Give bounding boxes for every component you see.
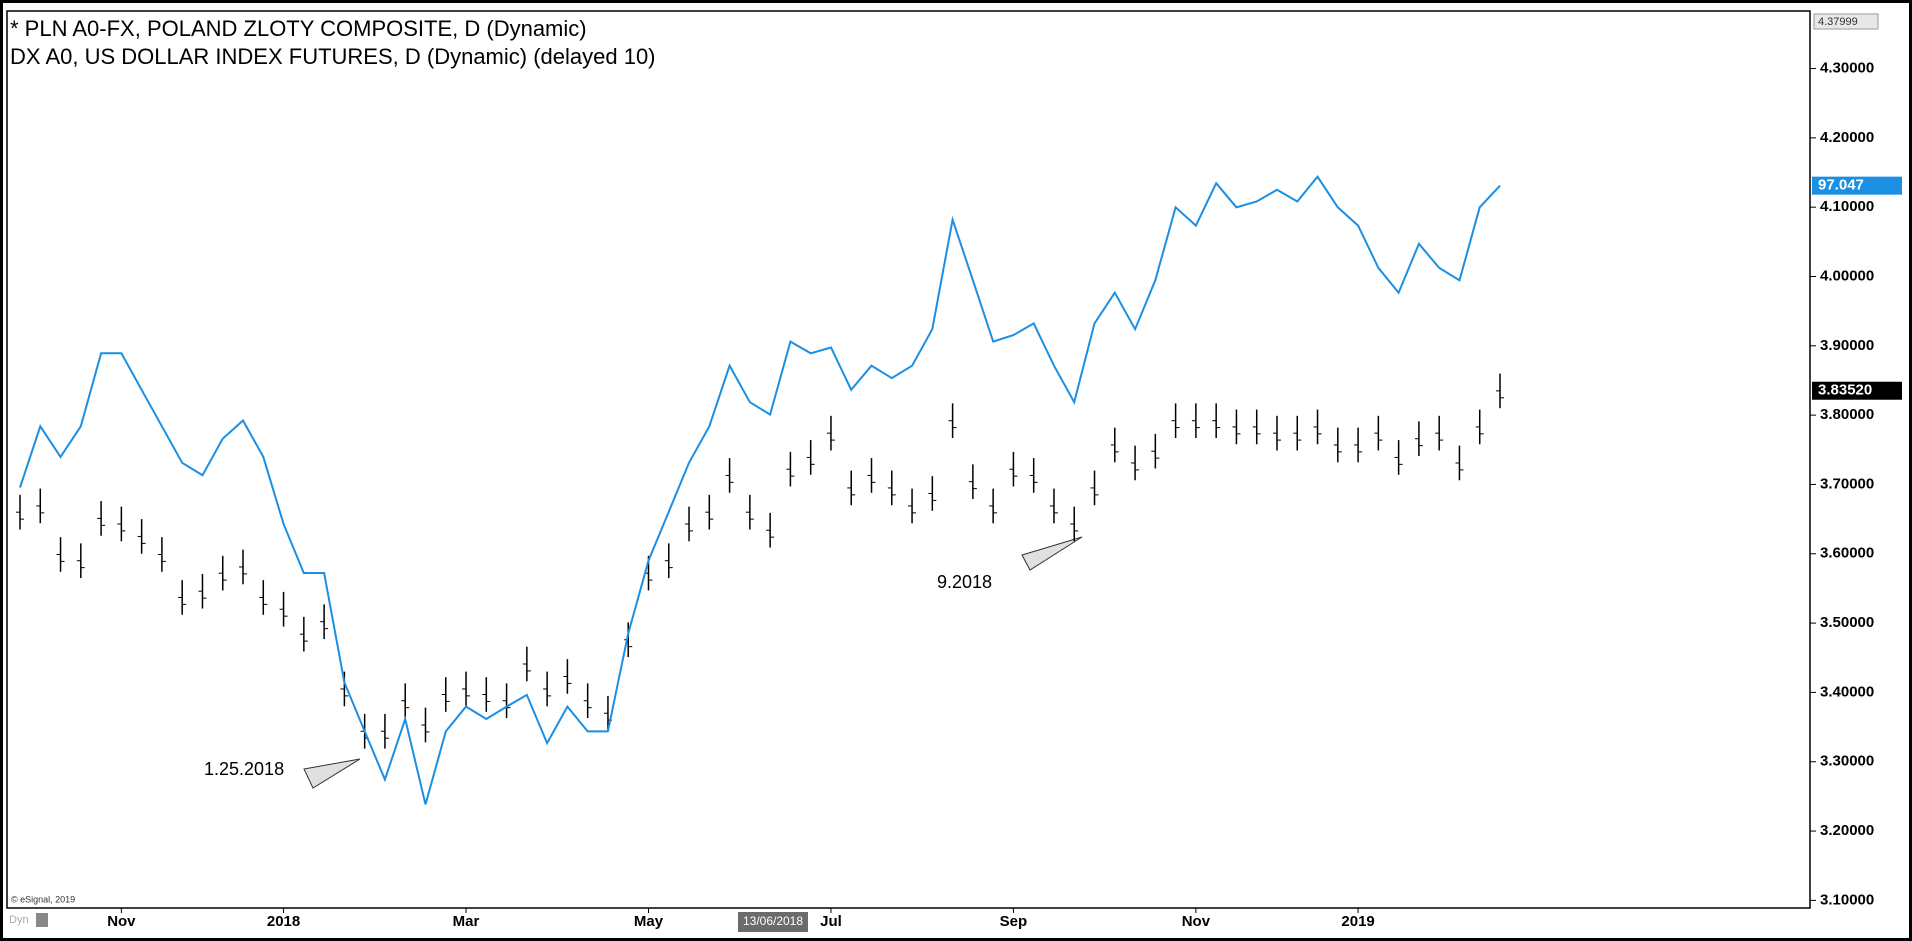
x-tick-label: Mar	[453, 913, 480, 930]
y-tick-label: 3.30000	[1820, 753, 1874, 770]
annotation-arrow	[1021, 536, 1083, 571]
y-tick-label: 3.50000	[1820, 614, 1874, 631]
x-tick-label: May	[634, 913, 664, 930]
cursor-box	[738, 912, 808, 932]
x-tick-label: 2018	[267, 913, 300, 930]
plot-frame	[6, 10, 1811, 909]
annotation: 1.25.2018	[204, 759, 284, 779]
y-tick-label: 3.90000	[1820, 337, 1874, 354]
x-tick-label: Nov	[1182, 913, 1211, 930]
cursor-label: 13/06/2018	[743, 914, 803, 928]
last-price-label: 97.047	[1818, 177, 1864, 194]
mode-label: Dyn	[9, 914, 29, 926]
copyright: © eSignal, 2019	[11, 894, 75, 904]
x-tick-label: Jul	[820, 913, 842, 930]
y-tick-label: 3.20000	[1820, 822, 1874, 839]
annotation-arrow	[303, 758, 361, 789]
ymax-box	[1813, 13, 1879, 30]
y-tick-label: 4.30000	[1820, 60, 1874, 77]
x-tick-label: Sep	[1000, 913, 1028, 930]
x-tick-label: Nov	[107, 913, 136, 930]
last-price-label: 3.83520	[1818, 382, 1872, 399]
y-tick-label: 3.80000	[1820, 406, 1874, 423]
chart-subtitle: DX A0, US DOLLAR INDEX FUTURES, D (Dynam…	[10, 44, 656, 69]
background	[3, 3, 1909, 938]
y-tick-label: 3.10000	[1820, 891, 1874, 908]
y-tick-label: 3.60000	[1820, 545, 1874, 562]
last-price-box	[1812, 381, 1902, 400]
y-tick-label: 4.10000	[1820, 198, 1874, 215]
y-tick-label: 3.70000	[1820, 475, 1874, 492]
chart-title: * PLN A0-FX, POLAND ZLOTY COMPOSITE, D (…	[10, 16, 587, 41]
y-tick-label: 3.40000	[1820, 683, 1874, 700]
x-tick-label: 2019	[1341, 913, 1374, 930]
last-price-box	[1812, 176, 1902, 195]
y-tick-label: 4.00000	[1820, 267, 1874, 284]
ymax-label: 4.37999	[1818, 16, 1858, 28]
mode-icon	[36, 913, 48, 927]
y-tick-label: 4.20000	[1820, 129, 1874, 146]
annotation: 9.2018	[937, 572, 992, 592]
series-line	[19, 175, 1501, 805]
